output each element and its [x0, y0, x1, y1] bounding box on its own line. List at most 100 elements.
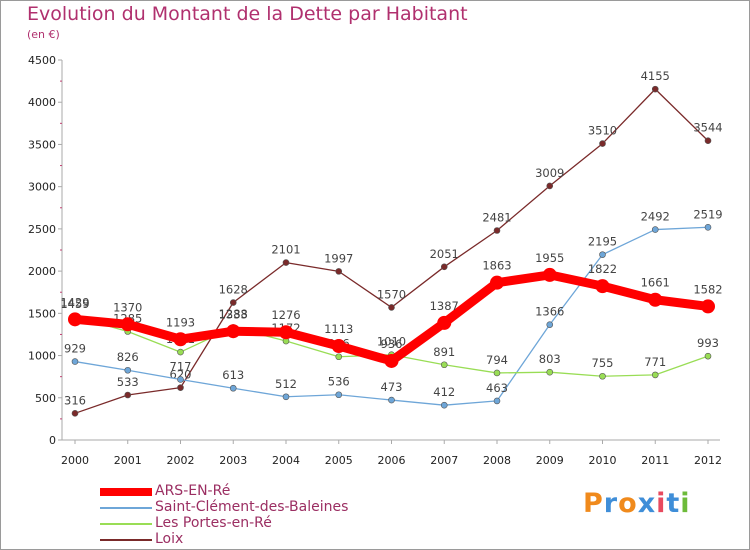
y-tick-label: 1500	[28, 307, 56, 320]
data-point	[388, 304, 395, 311]
data-label: 2519	[693, 207, 722, 221]
logo-letter: i	[680, 488, 691, 519]
data-point	[493, 369, 501, 377]
data-label: 2492	[641, 210, 670, 224]
series-3: 3165336201628210119971570205124813009351…	[64, 69, 723, 417]
data-point	[701, 299, 715, 314]
data-point	[599, 251, 606, 258]
data-point	[124, 366, 132, 374]
data-label: 1822	[588, 262, 617, 276]
data-point	[384, 353, 399, 368]
data-point	[704, 137, 712, 145]
data-point	[120, 317, 135, 332]
data-point	[335, 268, 343, 275]
data-label: 1570	[377, 287, 406, 301]
data-point	[493, 227, 501, 234]
data-label: 1288	[219, 307, 248, 321]
y-tick-label: 2000	[28, 265, 56, 278]
x-tick-label: 2010	[589, 454, 617, 467]
data-point	[542, 267, 557, 282]
legend-label: ARS-EN-Ré	[155, 483, 231, 499]
x-tick-label: 2008	[483, 454, 511, 467]
data-label: 3544	[693, 121, 722, 135]
data-point	[71, 358, 79, 365]
x-tick-label: 2000	[61, 454, 89, 467]
data-point	[229, 299, 237, 306]
legend-item: Loix	[100, 531, 420, 548]
data-label: 1582	[693, 282, 722, 296]
data-label: 771	[644, 355, 666, 369]
y-tick-label: 3000	[28, 181, 56, 194]
data-point	[440, 361, 448, 369]
data-point	[437, 315, 452, 330]
data-label: 1370	[113, 300, 142, 314]
x-tick-label: 2012	[694, 454, 722, 467]
data-point	[335, 353, 343, 361]
data-label: 412	[433, 385, 455, 399]
data-point	[595, 279, 610, 294]
y-tick-label: 500	[35, 392, 56, 405]
data-label: 717	[170, 359, 192, 373]
x-tick-label: 2006	[378, 454, 406, 467]
chart-title: Evolution du Montant de la Dette par Hab…	[27, 3, 468, 25]
logo-letter: o	[618, 488, 638, 519]
data-point	[440, 401, 448, 409]
data-label: 2195	[588, 235, 617, 249]
data-point	[651, 226, 659, 233]
data-point	[651, 371, 659, 379]
logo-letter: r	[603, 488, 619, 519]
data-label: 1429	[60, 295, 89, 309]
y-tick-label: 3500	[28, 138, 56, 151]
legend-item: Les Portes-en-Ré	[100, 515, 420, 532]
x-tick-label: 2005	[325, 454, 353, 467]
data-label: 3510	[588, 124, 617, 138]
data-point	[599, 140, 606, 147]
data-label: 512	[275, 377, 297, 391]
data-label: 533	[117, 375, 139, 389]
data-label: 1997	[324, 251, 353, 265]
data-label: 2051	[430, 247, 459, 261]
data-label: 1387	[430, 299, 459, 313]
data-point	[71, 410, 79, 417]
logo-letter: x	[637, 488, 657, 519]
data-point	[651, 85, 659, 93]
data-label: 1628	[219, 283, 248, 297]
data-point	[282, 259, 290, 266]
data-point	[546, 182, 554, 190]
y-tick-label: 4500	[28, 54, 56, 67]
data-label: 891	[433, 345, 455, 359]
series-1: 929 826 717 613 512 536 473 412 463 1366 2195 2492 2…	[64, 207, 723, 409]
data-point	[68, 312, 82, 327]
series-0: 1429 1370 1193 1288 1276 1113 936 1387 1863 1955 1…	[60, 251, 723, 368]
data-point	[704, 352, 712, 360]
data-point	[331, 339, 346, 354]
chart-legend: ARS-EN-Ré Saint-Clément-des-Baleines Les P…	[100, 483, 420, 548]
data-label: 3009	[535, 166, 564, 180]
y-tick-label: 2500	[28, 223, 56, 236]
legend-label: Saint-Clément-des-Baleines	[155, 499, 349, 515]
data-label: 1010	[377, 335, 406, 349]
data-point	[282, 393, 290, 401]
data-point	[173, 332, 188, 347]
data-label: 1863	[482, 259, 511, 273]
data-point	[177, 348, 184, 356]
data-label: 2101	[271, 243, 300, 257]
data-label: 826	[117, 350, 139, 364]
data-label: 1333	[219, 307, 248, 321]
data-label: 1955	[535, 251, 564, 265]
data-label: 1459	[60, 297, 89, 311]
data-label: 316	[64, 393, 86, 407]
data-label: 755	[592, 356, 614, 370]
x-tick-label: 2009	[536, 454, 564, 467]
chart-unit: (en €)	[27, 28, 60, 41]
data-point	[335, 391, 343, 399]
data-point	[440, 263, 448, 271]
data-label: 1366	[535, 305, 564, 319]
data-label: 1276	[271, 308, 300, 322]
legend-item: ARS-EN-Ré	[100, 483, 420, 500]
data-label: 993	[697, 336, 719, 350]
data-point	[490, 275, 504, 290]
data-point	[648, 292, 663, 307]
logo-letter: t	[666, 488, 681, 519]
